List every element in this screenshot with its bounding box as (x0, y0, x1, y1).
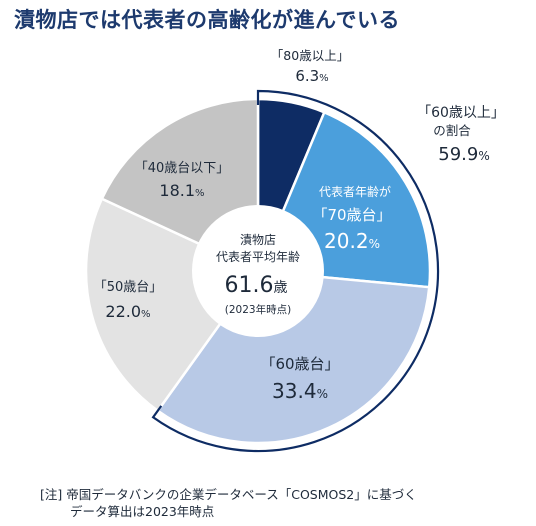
footnote-line-2: データ算出は2023年時点 (70, 504, 215, 519)
callout-label-share: の割合 (433, 123, 471, 138)
footnote: [注] 帝国データバンクの企業データベース「COSMOS2」に基づく データ算出… (40, 486, 520, 520)
slice-prefix-70s: 代表者年齢が (319, 184, 391, 199)
callout-value: 59.9% (438, 144, 489, 165)
center-avg-age-value: 61.6歳 (225, 273, 288, 298)
slice-value-60s: 33.4% (272, 379, 328, 403)
footnote-line-1: [注] 帝国データバンクの企業データベース「COSMOS2」に基づく (40, 487, 417, 502)
center-year: (2023年時点) (225, 303, 291, 316)
chart-title: 漬物店では代表者の高齢化が進んでいる (14, 8, 400, 32)
slice-label-50s: 「50歳台」 (94, 280, 163, 295)
slice-value-80-plus: 6.3% (295, 67, 328, 85)
slice-60s (156, 269, 431, 445)
slice-label-40s-under: 「40歳台以下」 (135, 161, 230, 176)
center-hole (192, 205, 324, 337)
slice-value-40s-under: 18.1% (159, 181, 204, 200)
center-label-store: 漬物店 (240, 232, 276, 247)
center-label-avg-age: 代表者平均年齢 (216, 249, 300, 264)
center-value: 61.6 (225, 273, 274, 298)
over-60-arc (151, 89, 440, 453)
slice-value-50s: 22.0% (105, 302, 150, 321)
callout-label-60-plus: 「60歳以上」 (417, 105, 505, 121)
slice-label-60s: 「60歳台」 (260, 355, 339, 373)
slice-label-80-plus: 「80歳以上」 (271, 48, 349, 63)
slice-label-70s: 「70歳台」 (312, 206, 391, 224)
center-unit: 歳 (273, 280, 287, 296)
slice-value-70s: 20.2% (324, 229, 380, 253)
